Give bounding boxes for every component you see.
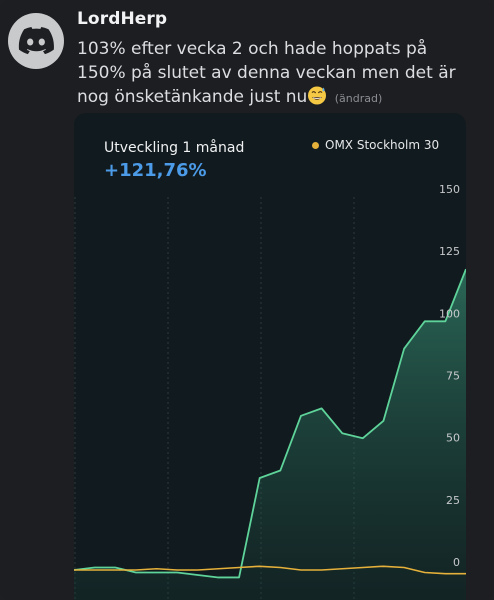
y-tick-label: 150 — [439, 183, 460, 196]
discord-logo-icon — [18, 27, 54, 55]
legend-label: OMX Stockholm 30 — [325, 138, 440, 152]
performance-value: +121,76% — [104, 160, 207, 181]
message-author[interactable]: LordHerp — [77, 9, 168, 29]
y-tick-label: 0 — [453, 556, 460, 569]
y-tick-label: 125 — [439, 245, 460, 258]
message-text: 103% efter vecka 2 och hade hoppats på 1… — [77, 39, 456, 107]
y-tick-label: 100 — [439, 307, 460, 320]
chart-title: Utveckling 1 månad — [104, 140, 245, 156]
avatar[interactable] — [8, 13, 64, 69]
performance-chart: 0 25 50 75 100 125 150 — [74, 183, 466, 600]
y-tick-label: 50 — [446, 432, 460, 445]
message-content: 103% efter vecka 2 och hade hoppats på 1… — [77, 37, 477, 111]
portfolio-chart-card[interactable]: 0 25 50 75 100 125 150 Utveckling 1 månad +121… — [74, 113, 466, 600]
legend-dot-icon — [312, 141, 319, 149]
portfolio-series-line — [74, 268, 466, 579]
edited-label: (ändrad) — [334, 92, 383, 105]
y-tick-label: 25 — [446, 494, 460, 507]
grinning-sweat-emoji-icon — [308, 86, 327, 105]
chart-legend: OMX Stockholm 30 — [312, 138, 439, 152]
portfolio-area — [74, 269, 466, 600]
y-tick-label: 75 — [446, 370, 460, 383]
omx-series-line — [74, 565, 466, 575]
